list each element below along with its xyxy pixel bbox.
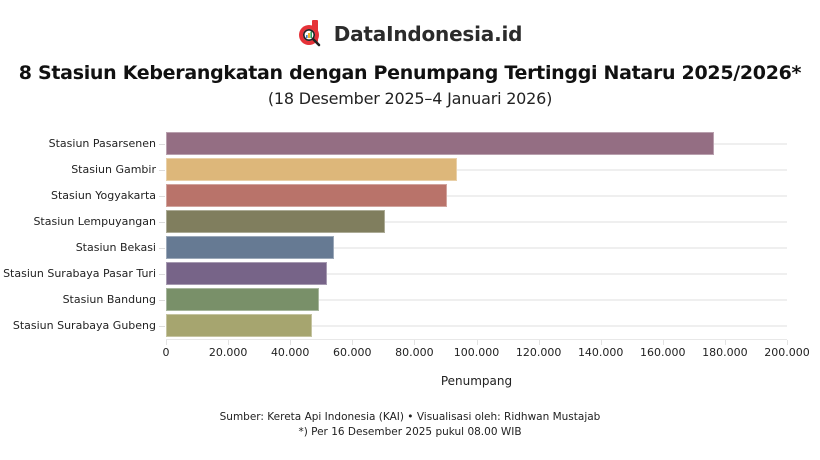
bar[interactable] bbox=[166, 132, 715, 155]
x-tick bbox=[662, 340, 664, 345]
x-tick bbox=[290, 340, 292, 345]
bar[interactable] bbox=[166, 184, 447, 207]
x-tick bbox=[787, 340, 788, 345]
bar[interactable] bbox=[166, 314, 313, 337]
y-axis-label: Stasiun Bekasi bbox=[75, 240, 156, 254]
y-axis-label: Stasiun Surabaya Pasar Turi bbox=[3, 266, 156, 280]
y-axis-label: Stasiun Gambir bbox=[71, 162, 156, 176]
bar[interactable] bbox=[166, 210, 386, 233]
x-axis-tick-label: 140.000 bbox=[577, 346, 624, 359]
x-tick bbox=[600, 340, 602, 345]
x-axis-tick-label: 80.000 bbox=[395, 346, 434, 359]
x-tick bbox=[228, 340, 230, 345]
brand-name: DataIndonesia.id bbox=[333, 22, 523, 46]
y-axis-label: Stasiun Bandung bbox=[62, 292, 156, 306]
y-tick bbox=[159, 195, 165, 197]
gridline bbox=[166, 272, 787, 275]
bar[interactable] bbox=[166, 262, 328, 285]
brand-header: DataIndonesia.id bbox=[0, 20, 820, 48]
chart-title: 8 Stasiun Keberangkatan dengan Penumpang… bbox=[18, 62, 802, 84]
x-axis-tick-label: 20.000 bbox=[208, 346, 248, 359]
gridline bbox=[166, 168, 787, 171]
x-axis-tick-label: 180.000 bbox=[702, 346, 748, 359]
x-axis-line bbox=[166, 339, 787, 340]
y-tick bbox=[159, 221, 165, 223]
gridline bbox=[166, 324, 787, 327]
x-axis-tick-label: 40.000 bbox=[270, 346, 310, 359]
x-tick bbox=[414, 340, 416, 345]
bar[interactable] bbox=[166, 158, 457, 181]
x-axis-tick-label: 120.000 bbox=[515, 346, 562, 359]
plot-area bbox=[166, 131, 788, 345]
x-axis-tick-label: 160.000 bbox=[640, 346, 686, 359]
dataindonesia-logo-icon bbox=[298, 20, 324, 48]
x-tick bbox=[166, 340, 167, 345]
chart-subtitle: (18 Desember 2025–4 Januari 2026) bbox=[267, 89, 553, 108]
x-axis-tick-label: 60.000 bbox=[333, 346, 372, 359]
x-tick bbox=[724, 340, 726, 345]
bar[interactable] bbox=[166, 236, 334, 259]
y-tick bbox=[159, 299, 165, 301]
y-axis-label: Stasiun Surabaya Gubeng bbox=[12, 318, 156, 332]
gridline bbox=[166, 220, 787, 223]
x-tick bbox=[352, 340, 354, 345]
gridline bbox=[166, 298, 787, 301]
bar[interactable] bbox=[166, 288, 320, 311]
footnote-text: *) Per 16 Desember 2025 pukul 08.00 WIB bbox=[298, 426, 522, 438]
gridline bbox=[166, 246, 787, 249]
x-tick bbox=[476, 340, 478, 345]
y-tick bbox=[159, 273, 165, 275]
y-tick bbox=[159, 247, 165, 249]
y-tick bbox=[159, 169, 165, 171]
y-axis-label: Stasiun Yogyakarta bbox=[51, 188, 156, 202]
x-axis-tick-label: 0 bbox=[162, 346, 170, 359]
y-axis-label: Stasiun Lempuyangan bbox=[33, 214, 156, 228]
x-axis-tick-label: 100.000 bbox=[453, 346, 500, 359]
x-tick bbox=[538, 340, 540, 345]
x-axis-title: Penumpang bbox=[440, 374, 513, 388]
x-axis-tick-label: 200.000 bbox=[764, 346, 810, 359]
y-tick bbox=[159, 325, 165, 327]
source-text: Sumber: Kereta Api Indonesia (KAI) • Vis… bbox=[219, 411, 601, 423]
gridline bbox=[166, 194, 787, 197]
y-tick bbox=[159, 143, 165, 145]
y-axis-label: Stasiun Pasarsenen bbox=[48, 136, 156, 150]
